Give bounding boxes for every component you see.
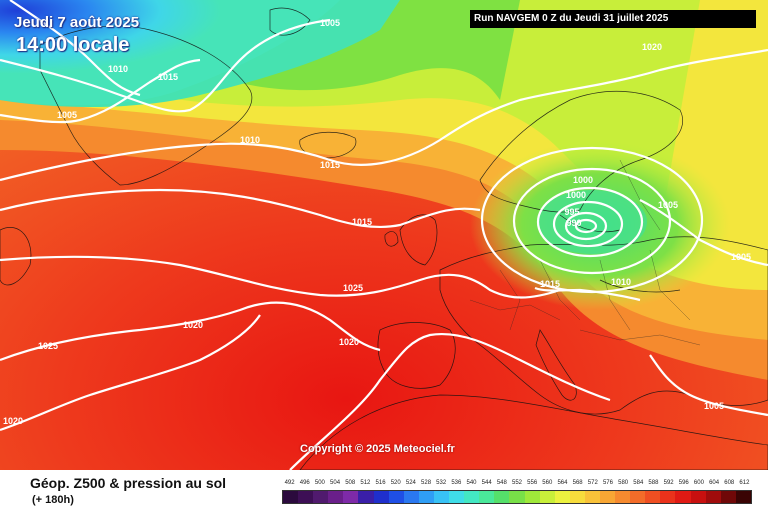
legend-swatch	[328, 491, 344, 503]
legend-swatch	[418, 491, 434, 503]
isobar-lines	[0, 0, 768, 470]
legend-swatch	[403, 491, 419, 503]
isobar-label: 995	[564, 207, 579, 217]
legend-swatch	[283, 491, 299, 503]
legend-value: 512	[360, 480, 371, 486]
map-canvas: 1005 1010 1015 1005 1010 1015 1015 1020 1000 1000…	[0, 0, 768, 470]
isobar-label: 1025	[38, 341, 58, 351]
isobar-label: 1010	[240, 135, 260, 145]
legend-swatch	[509, 491, 525, 503]
legend-value: 496	[299, 480, 310, 486]
legend-value: 592	[663, 480, 674, 486]
legend-swatch	[464, 491, 480, 503]
legend-value: 608	[724, 480, 735, 486]
legend-swatch	[599, 491, 616, 503]
legend-swatch	[539, 491, 555, 503]
legend-swatch	[433, 491, 450, 503]
legend-value: 572	[587, 480, 598, 486]
isobar-label: 1015	[158, 72, 178, 82]
legend-swatch	[524, 491, 540, 503]
footer-panel: Géop. Z500 & pression au sol (+ 180h) 49…	[0, 470, 768, 512]
isobar-label: 1000	[566, 190, 586, 200]
isobar-label: 1015	[320, 160, 340, 170]
legend-swatch	[449, 491, 465, 503]
legend-swatch	[298, 491, 314, 503]
legend-swatch	[735, 491, 751, 503]
legend-value: 548	[496, 480, 507, 486]
isobar-label: 1020	[339, 337, 359, 347]
legend-swatch	[690, 491, 706, 503]
legend-swatch	[388, 491, 404, 503]
legend-value: 588	[648, 480, 659, 486]
isobar-label: 1020	[642, 42, 662, 52]
legend-value: 612	[739, 480, 750, 486]
legend-color-bar	[282, 490, 752, 504]
legend-swatch	[675, 491, 691, 503]
legend-value: 576	[602, 480, 613, 486]
field-blue-low	[0, 0, 340, 106]
isobar-label: 1005	[731, 252, 751, 262]
isobar-label: 990	[566, 218, 581, 228]
legend-swatch	[313, 491, 329, 503]
legend-value: 492	[284, 480, 295, 486]
legend-value: 556	[527, 480, 538, 486]
legend-swatch	[569, 491, 585, 503]
copyright-label: Copyright © 2025 Meteociel.fr	[300, 443, 455, 455]
legend-value: 596	[678, 480, 689, 486]
legend-value: 568	[572, 480, 583, 486]
forecast-local-time: 14:00 locale	[16, 34, 130, 56]
isobar-label: 1010	[611, 277, 631, 287]
legend-value: 560	[542, 480, 553, 486]
isobar-label: 1005	[57, 110, 77, 120]
legend-value: 500	[314, 480, 325, 486]
isobar-label: 1015	[540, 279, 560, 289]
legend-swatch	[373, 491, 389, 503]
legend-swatch	[479, 491, 495, 503]
forecast-offset: (+ 180h)	[32, 494, 74, 506]
legend-swatch	[720, 491, 736, 503]
isobar-label: 1020	[183, 320, 203, 330]
legend-swatch	[494, 491, 510, 503]
legend-swatch	[630, 491, 646, 503]
run-info-banner: Run NAVGEM 0 Z du Jeudi 31 juillet 2025	[470, 10, 756, 28]
legend-scale-labels: 492 496 500 504 508 512 516 520 524 528 532 536 540 5…	[282, 480, 752, 490]
isobar-label: 1005	[658, 200, 678, 210]
legend-value: 532	[436, 480, 447, 486]
legend-swatch	[584, 491, 600, 503]
legend-value: 540	[466, 480, 477, 486]
legend-value: 552	[511, 480, 523, 486]
legend-swatch	[343, 491, 359, 503]
legend-value: 516	[375, 480, 386, 486]
isobar-labels: 1005 1010 1015 1005 1010 1015 1015 1020 1000 1000…	[3, 18, 751, 426]
legend-value: 520	[390, 480, 401, 486]
legend-value: 604	[709, 480, 720, 486]
legend-value: 528	[421, 480, 432, 486]
legend-swatch	[554, 491, 570, 503]
legend-value: 536	[451, 480, 462, 486]
legend-swatch	[660, 491, 676, 503]
legend-swatch	[645, 491, 661, 503]
legend-swatch	[705, 491, 721, 503]
legend-swatch	[358, 491, 374, 503]
legend-value: 564	[557, 480, 568, 486]
legend-value: 544	[481, 480, 492, 486]
forecast-date: Jeudi 7 août 2025	[14, 14, 140, 31]
legend-value: 524	[405, 480, 416, 486]
legend-value: 580	[618, 480, 629, 486]
chart-title: Géop. Z500 & pression au sol	[30, 475, 227, 491]
legend-value: 600	[693, 480, 704, 486]
legend-value: 508	[345, 480, 356, 486]
legend-value: 504	[330, 480, 341, 486]
isobar-label: 1025	[343, 283, 363, 293]
isobar-label: 1010	[108, 64, 128, 74]
isobar-label: 1005	[320, 18, 340, 28]
isobar-label: 1020	[3, 416, 23, 426]
isobar-label: 1015	[352, 217, 372, 227]
legend-swatch	[615, 491, 631, 503]
legend-value: 584	[633, 480, 644, 486]
isobar-label: 1000	[573, 175, 593, 185]
isobar-label: 1005	[704, 401, 724, 411]
